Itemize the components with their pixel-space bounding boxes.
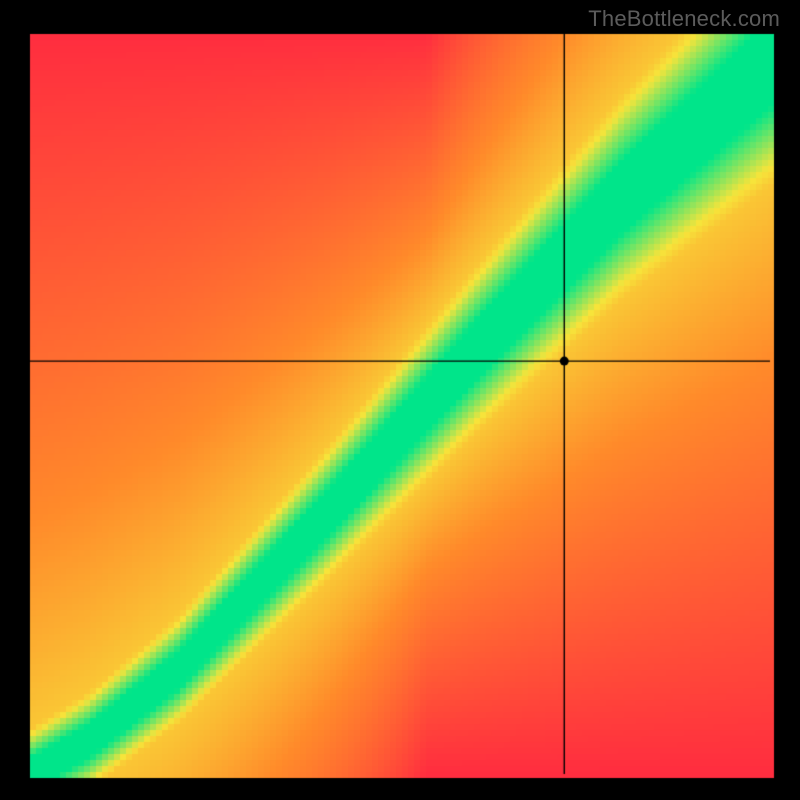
chart-frame: TheBottleneck.com (0, 0, 800, 800)
watermark-text: TheBottleneck.com (588, 6, 780, 32)
heatmap-canvas (0, 0, 800, 800)
